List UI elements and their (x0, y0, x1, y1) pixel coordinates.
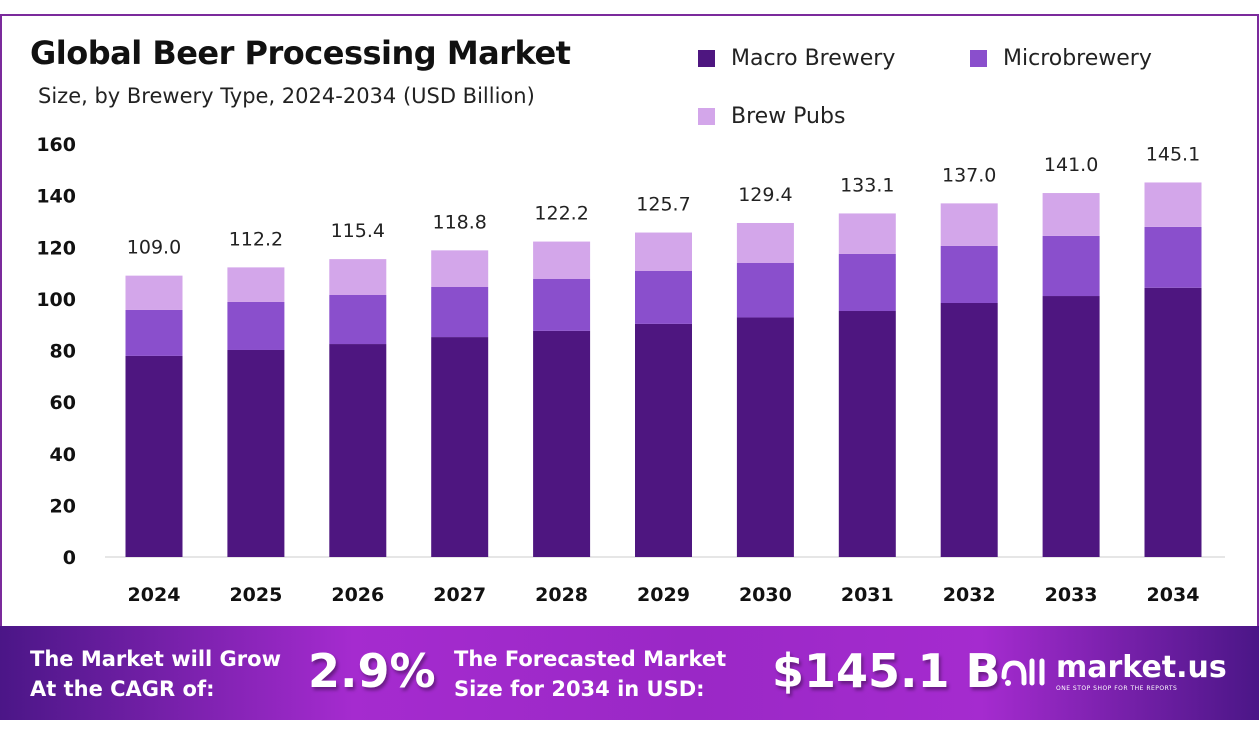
bar-microbrewery-2026 (329, 295, 387, 345)
x-tick-label: 2024 (128, 584, 181, 606)
y-tick-label: 120 (36, 237, 76, 259)
legend-brew-pubs: Brew Pubs (698, 104, 845, 129)
legend-swatch (698, 108, 715, 125)
chart-title: Global Beer Processing Market (30, 34, 571, 72)
bar-microbrewery-2031 (838, 253, 896, 312)
bar-brew-pubs-2025 (227, 267, 285, 302)
bar-macro-brewery-2033 (1042, 296, 1100, 557)
x-tick-label: 2027 (433, 584, 486, 606)
y-tick-label: 140 (36, 186, 76, 208)
legend-microbrewery: Microbrewery (970, 46, 1152, 71)
y-tick-label: 80 (50, 341, 76, 363)
x-tick-label: 2029 (637, 584, 690, 606)
total-label: 109.0 (127, 237, 181, 259)
total-label: 125.7 (636, 194, 690, 216)
bar-macro-brewery-2026 (329, 344, 387, 557)
bar-brew-pubs-2029 (635, 232, 692, 271)
bar-macro-brewery-2027 (431, 337, 489, 557)
legend-swatch (698, 50, 715, 67)
bar-microbrewery-2024 (125, 309, 183, 356)
total-label: 115.4 (331, 220, 385, 242)
bar-macro-brewery-2030 (736, 317, 794, 557)
x-tick-label: 2026 (331, 584, 384, 606)
total-label: 141.0 (1044, 154, 1098, 176)
bar-brew-pubs-2024 (125, 275, 183, 310)
total-label: 118.8 (432, 211, 486, 233)
x-tick-label: 2025 (229, 584, 282, 606)
bar-brew-pubs-2032 (940, 203, 998, 246)
total-label: 129.4 (738, 184, 792, 206)
bar-macro-brewery-2028 (533, 330, 591, 557)
x-tick-label: 2028 (535, 584, 588, 606)
y-tick-label: 0 (63, 547, 76, 569)
bar-brew-pubs-2033 (1042, 193, 1100, 236)
bar-macro-brewery-2032 (940, 303, 998, 557)
bar-macro-brewery-2034 (1144, 287, 1202, 557)
bar-macro-brewery-2031 (838, 311, 896, 557)
bar-microbrewery-2028 (533, 278, 591, 331)
forecast-label: The Forecasted Market Size for 2034 in U… (454, 644, 726, 704)
logo-icon (1001, 658, 1045, 686)
bar-microbrewery-2034 (1144, 226, 1202, 288)
cagr-label-line1: The Market will Grow (30, 647, 281, 671)
total-label: 133.1 (840, 174, 894, 196)
x-tick-label: 2030 (739, 584, 792, 606)
legend-label: Macro Brewery (731, 46, 896, 71)
bar-macro-brewery-2029 (635, 323, 692, 557)
cagr-label: The Market will Grow At the CAGR of: (30, 644, 281, 704)
forecast-value: $145.1 B (772, 644, 1001, 698)
logo-name: market.us (1056, 650, 1227, 685)
x-tick-label: 2032 (943, 584, 996, 606)
y-tick-label: 100 (36, 289, 76, 311)
y-tick-label: 60 (50, 392, 76, 414)
total-label: 122.2 (534, 203, 588, 225)
bar-macro-brewery-2024 (125, 355, 183, 557)
forecast-label-line2: Size for 2034 in USD: (454, 677, 705, 701)
x-tick-label: 2033 (1045, 584, 1098, 606)
bar-microbrewery-2030 (736, 262, 794, 318)
bar-brew-pubs-2028 (533, 241, 591, 279)
summary-banner: The Market will Grow At the CAGR of: 2.9… (0, 626, 1259, 720)
bar-brew-pubs-2034 (1144, 182, 1202, 227)
legend-swatch (970, 50, 987, 67)
cagr-value: 2.9% (308, 644, 436, 698)
y-tick-label: 40 (50, 444, 76, 466)
chart-frame (0, 14, 1259, 626)
legend-label: Brew Pubs (731, 104, 846, 129)
x-tick-label: 2031 (841, 584, 894, 606)
forecast-label-line1: The Forecasted Market (454, 647, 727, 671)
cagr-label-line2: At the CAGR of: (30, 677, 215, 701)
y-tick-label: 20 (50, 495, 76, 517)
total-label: 137.0 (942, 164, 996, 186)
logo-tagline: ONE STOP SHOP FOR THE REPORTS (1056, 685, 1178, 692)
chart-subtitle: Size, by Brewery Type, 2024-2034 (USD Bi… (38, 84, 535, 108)
bar-microbrewery-2029 (635, 270, 692, 324)
bar-brew-pubs-2031 (838, 213, 896, 254)
total-label: 112.2 (229, 228, 283, 250)
total-label: 145.1 (1146, 143, 1200, 165)
bar-brew-pubs-2030 (736, 222, 794, 263)
x-tick-label: 2034 (1147, 584, 1200, 606)
bar-brew-pubs-2027 (431, 250, 489, 288)
bar-microbrewery-2032 (940, 245, 998, 304)
y-tick-label: 160 (36, 134, 76, 156)
legend-macro-brewery: Macro Brewery (698, 46, 895, 71)
bar-brew-pubs-2026 (329, 259, 387, 296)
stacked-bar-chart: 0 20 40 60 80 100 120 140 160 109.0 2024 112.2 2025 1… (36, 134, 1225, 606)
bar-microbrewery-2025 (227, 301, 285, 350)
bar-microbrewery-2033 (1042, 235, 1100, 297)
legend-label: Microbrewery (1003, 46, 1152, 71)
bar-microbrewery-2027 (431, 287, 489, 338)
bar-macro-brewery-2025 (227, 349, 285, 557)
market-us-logo: market.us ONE STOP SHOP FOR THE REPORTS (1000, 650, 1227, 692)
